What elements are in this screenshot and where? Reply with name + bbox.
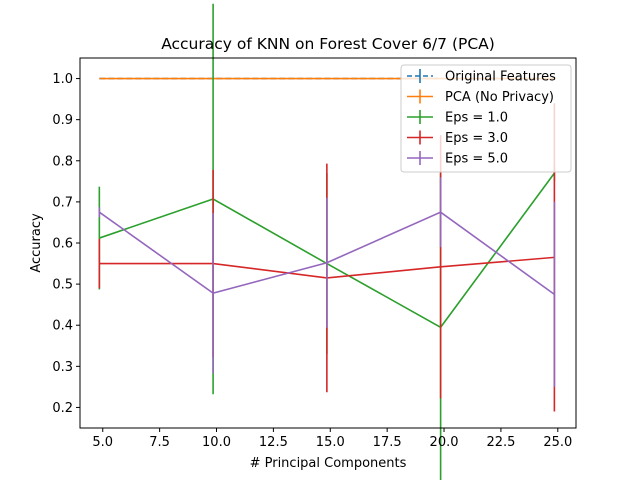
y-tick-label: 0.7: [52, 195, 73, 210]
y-tick-label: 0.9: [52, 113, 73, 128]
x-tick-label: 12.5: [259, 435, 288, 450]
x-tick-label: 7.5: [149, 435, 170, 450]
legend-entry: Original Features: [407, 69, 556, 85]
x-axis-ticks: 5.0 7.5 10.0 12.5 15.0 17.5 20.0 22.5 25.0: [92, 428, 572, 450]
y-tick-label: 1.0: [52, 72, 73, 87]
legend-label: Eps = 5.0: [445, 152, 508, 167]
x-tick-label: 5.0: [92, 435, 113, 450]
y-tick-label: 0.6: [52, 237, 73, 252]
x-tick-label: 25.0: [543, 435, 572, 450]
y-axis-ticks: 0.2 0.3 0.4 0.5 0.6 0.7 0.8 0.9 1.0: [52, 72, 80, 416]
chart-title: Accuracy of KNN on Forest Cover 6/7 (PCA…: [161, 35, 495, 53]
y-tick-label: 0.2: [52, 401, 73, 416]
legend: Original Features PCA (No Privacy) Eps = 1…: [400, 64, 572, 173]
series-line: [98, 211, 555, 296]
y-tick-label: 0.5: [52, 278, 73, 293]
series-4: [98, 177, 556, 387]
legend-entry: Eps = 1.0: [407, 110, 508, 126]
y-tick-label: 0.3: [52, 360, 73, 375]
x-axis-label: # Principal Components: [250, 456, 407, 471]
legend-entry: Eps = 5.0: [407, 151, 508, 167]
x-tick-label: 10.0: [202, 435, 231, 450]
legend-box: [400, 64, 572, 173]
y-axis-label: Accuracy: [29, 213, 44, 273]
y-tick-label: 0.8: [52, 154, 73, 169]
x-tick-label: 17.5: [373, 435, 402, 450]
x-tick-label: 22.5: [486, 435, 515, 450]
legend-label: Eps = 3.0: [445, 131, 508, 146]
legend-entry: Eps = 3.0: [407, 130, 508, 146]
legend-label: Eps = 1.0: [445, 111, 508, 126]
y-tick-label: 0.4: [52, 319, 73, 334]
plot-layer: [98, 3, 556, 480]
x-tick-label: 20.0: [430, 435, 459, 450]
x-tick-label: 15.0: [316, 435, 345, 450]
legend-entry: PCA (No Privacy): [407, 89, 554, 105]
legend-label: PCA (No Privacy): [445, 90, 554, 105]
legend-label: Original Features: [445, 70, 556, 85]
